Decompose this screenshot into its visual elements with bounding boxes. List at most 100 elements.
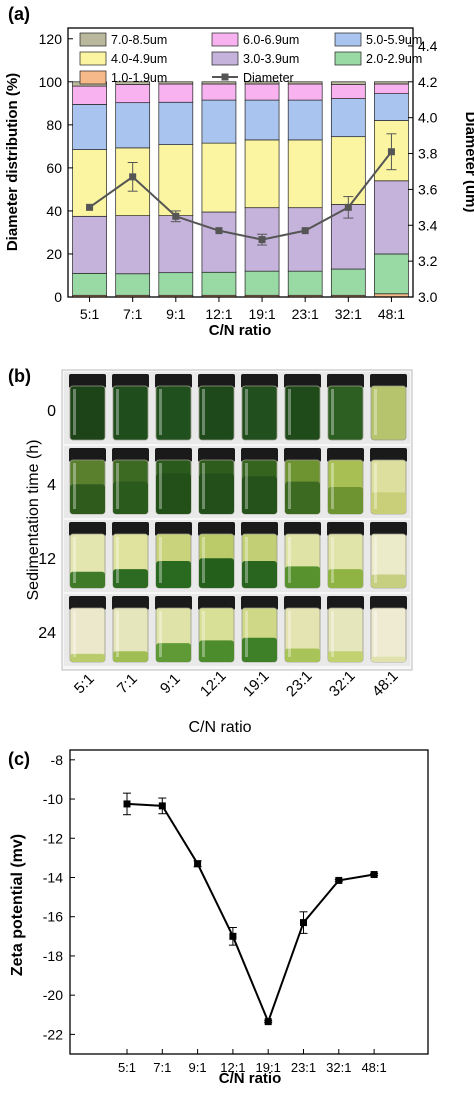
vial-highlight	[288, 537, 291, 583]
vial	[370, 596, 407, 663]
x-tick-label: 23:1	[292, 306, 319, 322]
panel-label-b: (b)	[8, 366, 31, 386]
vial-highlight	[202, 611, 205, 657]
chart-c-ylabel: Zeta potential (mv)	[9, 834, 26, 976]
bar-segment	[158, 83, 194, 103]
vial-highlight	[202, 537, 205, 583]
vial-highlight	[331, 463, 334, 509]
vial-cap	[370, 596, 407, 610]
bar-segment	[374, 81, 409, 85]
vial-sediment	[242, 637, 277, 662]
vial	[370, 374, 407, 441]
vial-sediment	[285, 481, 320, 514]
vial-cap	[241, 448, 278, 462]
vial-highlight	[73, 389, 76, 435]
vial	[198, 448, 235, 515]
vial-cap	[284, 596, 321, 610]
diameter-point	[344, 203, 352, 211]
vial-cap	[284, 374, 321, 388]
vial-sediment	[70, 653, 105, 662]
vial-body	[155, 385, 192, 441]
chart-a-xlabel: C/N ratio	[209, 322, 272, 339]
bar-segment	[72, 272, 107, 296]
vial-highlight	[159, 463, 162, 509]
vial	[327, 596, 364, 663]
x-tick-label: 32:1	[326, 1060, 351, 1075]
x-tick-label: 9:1	[189, 1060, 207, 1075]
vial-cap	[155, 522, 192, 536]
bar-segment	[244, 139, 280, 209]
vial-sediment	[199, 558, 234, 588]
bar-segment	[115, 84, 151, 104]
vial-cap	[370, 448, 407, 462]
vial-sediment	[242, 476, 277, 514]
vial	[284, 448, 321, 515]
panel-a: (a) 0 20 40 60 80 100 120 3.0 3.2 3.4 3.6 3.8 4.0 4.…	[0, 0, 474, 340]
vial-highlight	[73, 463, 76, 509]
y-tick-label: -10	[43, 791, 63, 807]
vial-highlight	[116, 389, 119, 435]
y-right-tick-label: 4.4	[418, 38, 438, 54]
vial-sediment	[113, 651, 148, 662]
diameter-point	[258, 236, 266, 244]
legend-label: 1.0-1.9um	[111, 71, 167, 85]
bar-segment	[201, 142, 237, 213]
bar-segment	[115, 215, 151, 275]
bar-segment	[287, 207, 323, 272]
row-label: 0	[47, 403, 56, 420]
column-label: 48:1	[369, 667, 402, 700]
vial-body	[327, 385, 364, 441]
vial-cap	[327, 522, 364, 536]
y-tick-label: 60	[46, 160, 62, 176]
vial-highlight	[159, 537, 162, 583]
diameter-point	[301, 227, 309, 235]
bar-segment	[244, 81, 280, 85]
vial-sediment	[113, 569, 148, 588]
bar-segment	[201, 83, 237, 101]
chart-a-line	[86, 133, 397, 246]
bar-segment	[244, 270, 280, 296]
x-tick-label: 19:1	[256, 1060, 281, 1075]
bar-segment	[330, 136, 366, 205]
y-tick-label: 0	[54, 289, 62, 305]
panel-b: (b) 0 4 12 24 5:1 7:1 9:1 12:1 19:1 23:1 32:1 48:1…	[0, 362, 474, 742]
vial	[241, 448, 278, 515]
bar-segment	[287, 81, 323, 85]
vial-highlight	[116, 463, 119, 509]
y-tick-label: 100	[39, 74, 63, 90]
vial-highlight	[288, 389, 291, 435]
bar-segment	[330, 268, 366, 296]
vial	[327, 522, 364, 589]
vial-body	[112, 385, 149, 441]
y-tick-label: 40	[46, 203, 62, 219]
vial	[112, 522, 149, 589]
vial-cap	[69, 522, 106, 536]
x-tick-label: 12:1	[220, 1060, 245, 1075]
zeta-line	[126, 802, 375, 1025]
vial-sediment	[328, 487, 363, 514]
legend-label: 4.0-4.9um	[111, 52, 167, 66]
y-tick-label: -20	[43, 987, 63, 1003]
column-label: 19:1	[240, 667, 273, 700]
chart-c-y-axis: -22 -20 -18 -16 -14 -12 -10 -8	[43, 752, 75, 1042]
vial	[370, 522, 407, 589]
vial-highlight	[73, 537, 76, 583]
vial-highlight	[374, 389, 377, 435]
column-label: 7:1	[114, 670, 141, 697]
chart-c-frame	[69, 749, 429, 1055]
bar-segment	[330, 84, 366, 99]
vial	[284, 596, 321, 663]
vial-highlight	[116, 537, 119, 583]
bar-segment	[158, 81, 194, 85]
y-right-tick-label: 3.8	[418, 146, 438, 162]
vial	[69, 448, 106, 515]
bar-segment	[158, 144, 194, 217]
bar-segment	[115, 273, 151, 296]
diameter-line	[88, 151, 393, 241]
vial-highlight	[202, 389, 205, 435]
diameter-point	[215, 227, 223, 235]
column-label: 12:1	[197, 667, 230, 700]
row-label: 24	[38, 625, 56, 642]
vial-sediment	[371, 656, 406, 662]
vial-cap	[155, 596, 192, 610]
